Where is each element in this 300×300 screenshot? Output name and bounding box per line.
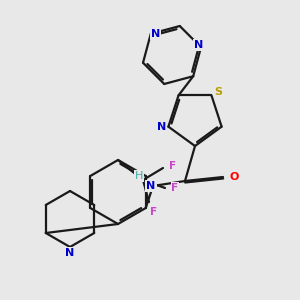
Text: F: F [150,207,158,217]
Text: N: N [194,40,204,50]
Text: N: N [65,248,75,258]
Text: H: H [135,171,143,181]
Text: O: O [229,172,239,182]
Text: N: N [157,122,166,132]
Text: F: F [171,183,178,193]
Text: N: N [146,181,156,191]
Text: S: S [214,87,223,97]
Text: N: N [151,29,160,39]
Text: F: F [169,161,177,171]
